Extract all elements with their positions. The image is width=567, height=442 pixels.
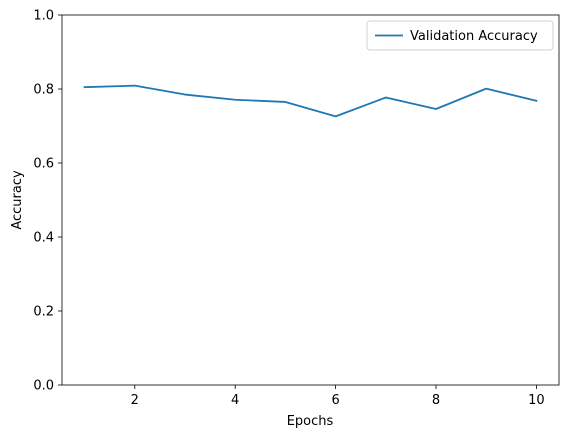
legend-box	[366, 20, 554, 51]
y-tick-label: 0.6	[33, 157, 54, 172]
x-tick-label: 10	[528, 393, 545, 408]
y-tick-label: 0.2	[33, 305, 54, 320]
plot-background	[62, 15, 559, 385]
x-tick-label: 8	[432, 393, 440, 408]
legend: Validation Accuracy	[366, 20, 554, 51]
y-tick-label: 0.8	[33, 83, 54, 98]
x-tick-label: 6	[331, 393, 339, 408]
plot-frame	[61, 14, 560, 386]
legend-label: Validation Accuracy	[410, 29, 538, 44]
y-tick-label: 1.0	[33, 9, 54, 24]
y-tick-label: 0.4	[33, 231, 54, 246]
y-axis-label: Accuracy	[10, 170, 25, 230]
x-tick-label: 4	[231, 393, 239, 408]
series-layer	[83, 84, 538, 118]
x-tick-label: 2	[131, 393, 139, 408]
y-tick-label: 0.0	[33, 379, 54, 394]
x-axis-label: Epochs	[287, 414, 334, 429]
y-axis-ticks: 0.0 0.2 0.4 0.6 0.8 1.0	[33, 9, 62, 394]
series-line-validation-accuracy	[83, 84, 538, 118]
x-axis-ticks: 2 4 6 8 10	[131, 385, 545, 408]
